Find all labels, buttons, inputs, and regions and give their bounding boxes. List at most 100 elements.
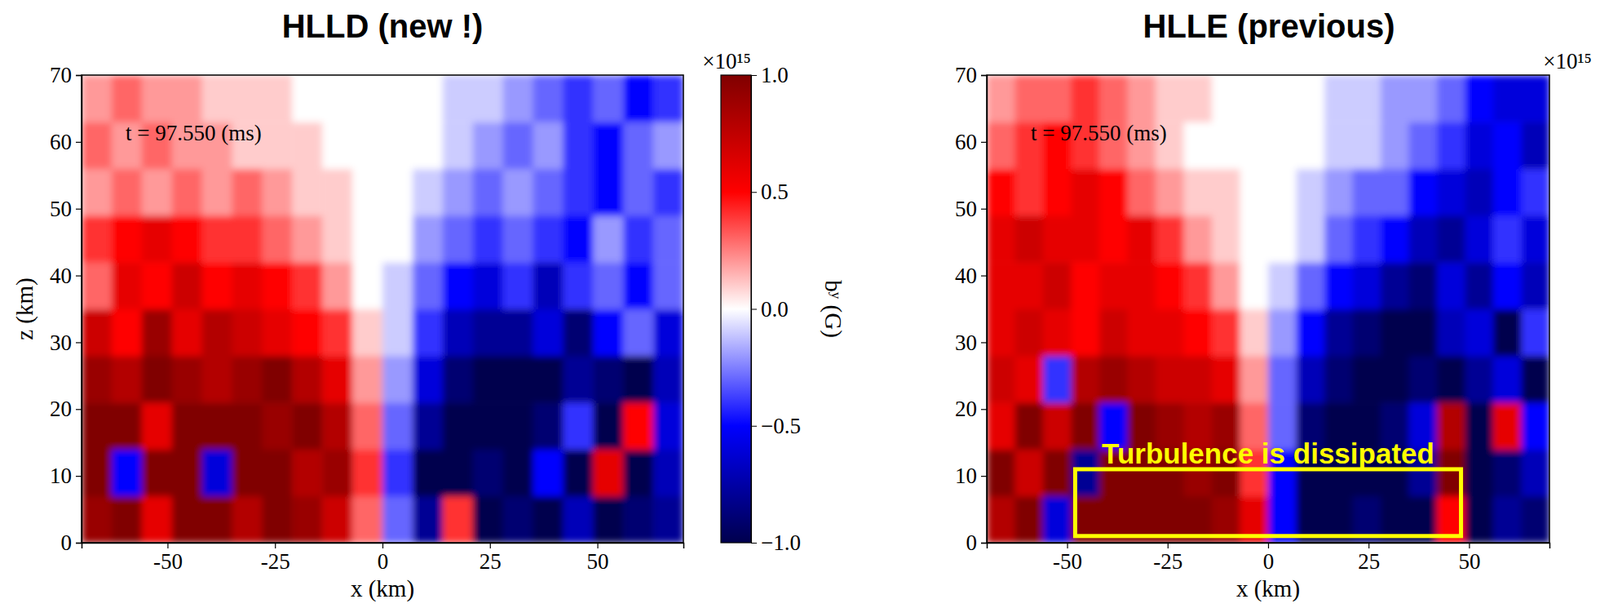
- heatmap-cell: [562, 75, 594, 123]
- y-tick-mark: [75, 408, 82, 410]
- heatmap-cell: [472, 495, 504, 543]
- heatmap-cell: [562, 402, 594, 450]
- x-tick-label: 0: [377, 548, 389, 574]
- heatmap-cell: [232, 261, 264, 310]
- heatmap-cell: [592, 495, 624, 543]
- heatmap-cell: [412, 121, 444, 169]
- heatmap-cell: [1155, 215, 1185, 263]
- heatmap-cell: [503, 355, 535, 403]
- heatmap-cell: [442, 168, 474, 217]
- heatmap-cell: [202, 261, 234, 310]
- colorbar-tick-mark: [751, 191, 757, 193]
- heatmap-cell: [1465, 448, 1494, 496]
- heatmap-cell: [1380, 261, 1410, 310]
- heatmap-cell: [1240, 261, 1269, 310]
- heatmap-cell: [562, 448, 594, 496]
- y-tick-label: 50: [49, 196, 72, 221]
- heatmap-cell: [986, 75, 1016, 123]
- heatmap-cell: [442, 355, 474, 403]
- heatmap-cell: [1043, 448, 1072, 496]
- y-tick-label: 70: [954, 62, 977, 88]
- heatmap-cell: [412, 215, 444, 263]
- heatmap-cell: [1240, 75, 1269, 123]
- colorbar-tick-mark: [751, 542, 757, 544]
- heatmap-cell: [172, 402, 204, 450]
- heatmap-cell: [1521, 168, 1551, 217]
- heatmap-cell: [412, 261, 444, 310]
- heatmap-cell: [322, 309, 354, 357]
- y-tick-mark: [981, 274, 987, 276]
- heatmap-cell: [1352, 75, 1382, 123]
- heatmap-cell: [472, 261, 504, 310]
- colorbar-offset: ×10¹⁵: [1542, 48, 1592, 74]
- heatmap-cell: [322, 121, 354, 169]
- x-tick-label: -50: [153, 548, 183, 574]
- chart-root: -50-2502550010203040506070HLLD (new !)x …: [0, 0, 1600, 608]
- panel: -50-2502550010203040506070HLLD (new !)x …: [11, 8, 847, 602]
- y-tick-label: 60: [954, 129, 977, 155]
- heatmap-cell: [81, 168, 113, 217]
- heatmap-cell: [1015, 355, 1044, 403]
- heatmap-cell: [291, 309, 323, 357]
- heatmap-cell: [1493, 355, 1522, 403]
- heatmap-cell: [232, 495, 264, 543]
- heatmap-cell: [623, 168, 655, 217]
- heatmap-cells: [986, 75, 1550, 543]
- heatmap-cell: [382, 261, 414, 310]
- heatmap-cell: [382, 75, 414, 123]
- y-tick-mark: [981, 341, 987, 343]
- colorbar-tick-label: −0.5: [760, 413, 801, 438]
- heatmap-cell: [1409, 309, 1438, 357]
- heatmap-cell: [352, 261, 384, 310]
- x-tick: 25: [1357, 542, 1380, 574]
- heatmap-cell: [986, 355, 1016, 403]
- colorbar-axis: 1.00.50.0−0.5−1.0: [751, 62, 801, 555]
- colorbar-tick: −1.0: [751, 530, 801, 555]
- heatmap-cell: [232, 309, 264, 357]
- heatmap-cells: [81, 75, 684, 543]
- heatmap-cell: [291, 121, 323, 169]
- x-tick-label: 0: [1263, 548, 1275, 574]
- heatmap-cell: [1268, 168, 1297, 217]
- y-tick-mark: [75, 141, 82, 143]
- heatmap-cell: [503, 121, 535, 169]
- x-tick-label: -50: [1052, 548, 1083, 574]
- y-tick: 0: [966, 530, 988, 555]
- heatmap-cell: [141, 261, 173, 310]
- heatmap-cell: [1043, 495, 1072, 543]
- heatmap-cell: [442, 215, 474, 263]
- heatmap-cell: [1015, 261, 1044, 310]
- heatmap-cell: [261, 355, 293, 403]
- heatmap-cell: [232, 402, 264, 450]
- heatmap-cell: [261, 75, 293, 123]
- heatmap-cell: [261, 261, 293, 310]
- heatmap-cell: [503, 309, 535, 357]
- y-axis-line: [75, 75, 83, 544]
- heatmap-cell: [202, 75, 234, 123]
- y-tick-mark: [981, 208, 987, 210]
- heatmap-cell: [1155, 261, 1185, 310]
- heatmap-cell: [1352, 261, 1382, 310]
- heatmap-cell: [1465, 215, 1494, 263]
- y-tick: 20: [49, 396, 82, 421]
- heatmap-cell: [653, 261, 684, 310]
- heatmap-cell: [1268, 261, 1297, 310]
- heatmap-cell: [111, 402, 143, 450]
- heatmap-cell: [1211, 121, 1241, 169]
- heatmap-cell: [623, 75, 655, 123]
- heatmap-cell: [322, 215, 354, 263]
- heatmap-cell: [1521, 215, 1551, 263]
- heatmap-cell: [352, 309, 384, 357]
- heatmap-cell: [81, 355, 113, 403]
- heatmap-cell: [322, 355, 354, 403]
- heatmap-cell: [623, 215, 655, 263]
- heatmap-cell: [1493, 121, 1522, 169]
- y-tick-label: 40: [954, 263, 977, 288]
- heatmap-cell: [382, 121, 414, 169]
- heatmap-cell: [1380, 355, 1410, 403]
- heatmap-cell: [562, 121, 594, 169]
- heatmap-cell: [1127, 309, 1157, 357]
- heatmap-cell: [1184, 75, 1213, 123]
- colorbar-tick: −0.5: [751, 413, 801, 438]
- heatmap-cell: [1268, 355, 1297, 403]
